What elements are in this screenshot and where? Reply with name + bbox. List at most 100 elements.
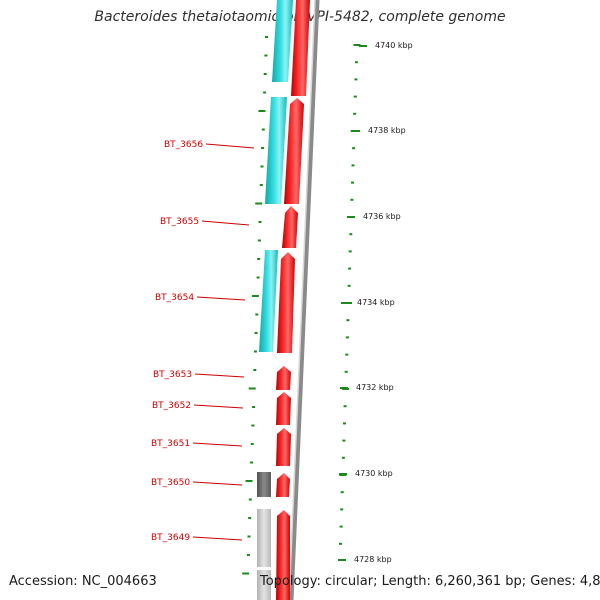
gene-bt-3654-arrow[interactable]	[277, 252, 295, 353]
minor-tick-mark	[339, 525, 343, 528]
scale-label: 4740 kbp	[375, 41, 413, 50]
major-tick-mark	[242, 572, 250, 575]
minor-tick-mark	[343, 405, 347, 408]
gene-bt-3653-arrow[interactable]	[276, 366, 291, 390]
minor-tick-mark	[344, 370, 348, 373]
gene-bt-3657-arrow[interactable]	[291, 0, 310, 96]
gene-bt-3654-block[interactable]	[259, 250, 278, 352]
minor-tick-mark	[247, 535, 251, 538]
gene-label[interactable]: BT_3651	[151, 439, 190, 449]
minor-tick-mark	[257, 239, 261, 242]
gene-bt-3651-arrow[interactable]	[276, 428, 291, 466]
scale-tick-mark	[338, 559, 346, 561]
gene-label[interactable]: BT_3655	[160, 217, 199, 227]
minor-tick-mark	[258, 221, 262, 223]
minor-tick-mark	[341, 456, 345, 459]
gene-bt-3655-arrow[interactable]	[282, 206, 298, 248]
minor-tick-mark	[348, 250, 352, 253]
accession-text: Accession: NC_004663	[9, 574, 157, 589]
minor-tick-mark	[339, 542, 342, 545]
left-tick-marks	[242, 36, 268, 575]
minor-tick-mark	[256, 276, 260, 279]
minor-tick-mark	[254, 332, 258, 334]
reverse-strand-genes	[259, 0, 293, 352]
minor-tick-mark	[250, 461, 254, 464]
minor-tick-mark	[347, 284, 351, 287]
scale-tick-mark	[341, 302, 349, 304]
minor-tick-mark	[261, 147, 265, 149]
scale-tick-mark	[359, 45, 367, 47]
scale-tick-mark	[352, 130, 360, 132]
minor-tick-mark	[265, 36, 268, 38]
scale-tick-mark	[339, 473, 347, 475]
minor-tick-mark	[351, 164, 355, 167]
gene-label[interactable]: BT_3656	[164, 140, 203, 150]
scale-label: 4738 kbp	[368, 126, 406, 135]
major-tick-mark	[255, 202, 263, 205]
gene-label[interactable]: BT_3649	[151, 533, 190, 543]
minor-tick-mark	[352, 147, 356, 150]
gene-label-leader-line	[192, 442, 243, 447]
minor-tick-mark	[345, 336, 349, 339]
gene-label[interactable]: BT_3653	[153, 370, 192, 380]
gene-label-leader-line	[196, 296, 246, 301]
scale-tick-mark	[340, 387, 348, 389]
minor-tick-mark	[346, 319, 350, 322]
gene-bt-3652-arrow[interactable]	[276, 392, 291, 425]
minor-tick-mark	[342, 439, 346, 442]
minor-tick-mark	[348, 267, 352, 270]
gray-features	[257, 472, 271, 600]
gene-label[interactable]: BT_3652	[152, 401, 191, 411]
minor-tick-mark	[248, 517, 252, 519]
scale-label: 4732 kbp	[356, 383, 394, 392]
gene-label[interactable]: BT_3650	[151, 478, 190, 488]
minor-tick-mark	[255, 313, 259, 316]
minor-tick-mark	[343, 422, 346, 425]
minor-tick-mark	[261, 128, 265, 131]
gene-bt-3650-arrow[interactable]	[276, 473, 290, 497]
minor-tick-mark	[349, 233, 353, 236]
genome-backbone	[288, 0, 320, 600]
scale-label: 4728 kbp	[354, 555, 392, 564]
major-tick-mark	[251, 295, 259, 297]
minor-tick-mark	[257, 258, 261, 260]
gene-label-leader-line	[192, 481, 243, 486]
major-tick-mark	[353, 44, 361, 46]
gene-bt-3648-block[interactable]	[257, 570, 271, 600]
gene-bt-3650-block[interactable]	[257, 472, 271, 497]
gene-labels: BT_3656 BT_3655 BT_3654 BT_3653 BT_3652 BT_36…	[151, 140, 255, 543]
gene-label[interactable]: BT_3654	[155, 293, 194, 303]
major-tick-mark	[245, 480, 253, 482]
gene-bt-3656-arrow[interactable]	[284, 98, 304, 204]
gene-label-leader-line	[194, 373, 245, 378]
scale-label: 4734 kbp	[357, 298, 395, 307]
gene-bt-3649-arrow[interactable]	[276, 510, 290, 600]
minor-tick-mark	[251, 424, 255, 427]
scale-label: 4730 kbp	[355, 469, 393, 478]
scale-labels: 4740 kbp 4738 kbp 4736 kbp 4734 kbp 4732 kbp…	[338, 41, 413, 564]
minor-tick-mark	[260, 165, 264, 168]
gene-label-leader-line	[205, 143, 255, 149]
minor-tick-mark	[259, 184, 263, 186]
scale-tick-mark	[347, 216, 355, 218]
gene-label-leader-line	[201, 220, 250, 226]
minor-tick-mark	[252, 406, 256, 408]
minor-tick-mark	[351, 181, 354, 184]
minor-tick-mark	[246, 554, 250, 556]
minor-tick-mark	[248, 498, 252, 501]
gene-bt-3649-block[interactable]	[257, 509, 271, 567]
minor-tick-mark	[345, 353, 349, 356]
minor-tick-mark	[264, 54, 268, 57]
gene-bt-3657-block[interactable]	[272, 0, 293, 82]
minor-tick-mark	[340, 491, 344, 494]
minor-tick-mark	[250, 443, 254, 445]
minor-tick-mark	[353, 95, 357, 98]
forward-strand-genes	[276, 0, 310, 600]
minor-tick-mark	[340, 508, 344, 511]
gene-label-leader-line	[193, 404, 244, 409]
minor-tick-mark	[254, 350, 257, 353]
gene-bt-3656-block[interactable]	[265, 97, 287, 204]
minor-tick-mark	[263, 73, 267, 75]
major-tick-mark	[248, 387, 256, 390]
minor-tick-mark	[253, 369, 257, 371]
